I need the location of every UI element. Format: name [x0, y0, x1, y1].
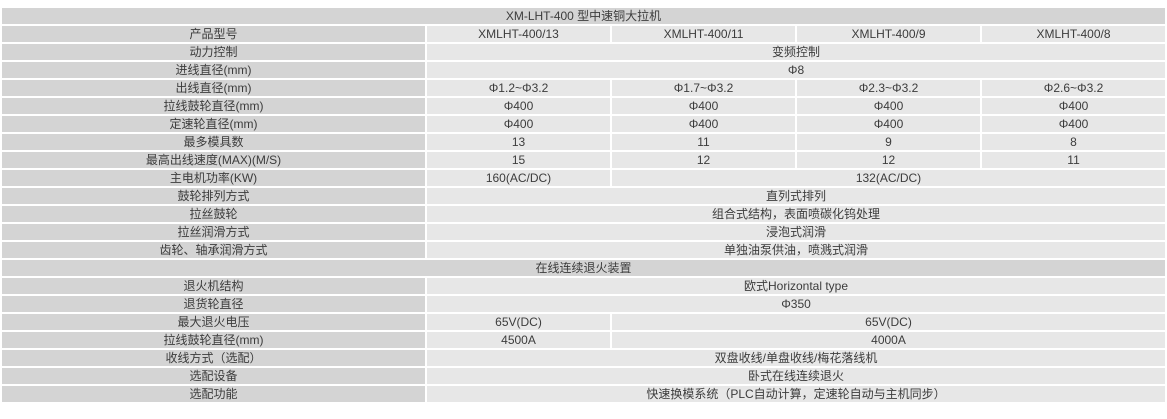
spec-value: Φ2.6~Φ3.2: [982, 80, 1166, 96]
spec-value: Φ1.7~Φ3.2: [612, 80, 795, 96]
row-label: 最多模具数: [2, 134, 425, 150]
spec-value: Φ400: [427, 116, 610, 132]
spec-value: 4500A: [427, 332, 610, 348]
table-row: 定速轮直径(mm) Φ400 Φ400 Φ400 Φ400: [2, 116, 1166, 132]
row-label: 拉丝鼓轮: [2, 206, 425, 222]
table-row: 产品型号 XMLHT-400/13 XMLHT-400/11 XMLHT-400/9 X…: [2, 26, 1166, 42]
table-row: 最大退火电压 65V(DC) 65V(DC): [2, 314, 1166, 330]
spec-value: 直列式排列: [427, 188, 1166, 204]
table-row: 进线直径(mm) Φ8: [2, 62, 1166, 78]
table-row: 选配功能 快速换模系统（PLC自动计算，定速轮自动与主机同步）: [2, 386, 1166, 402]
spec-value: XMLHT-400/9: [797, 26, 980, 42]
spec-value: Φ400: [982, 98, 1166, 114]
row-label: 最高出线速度(MAX)(M/S): [2, 152, 425, 168]
spec-value: 浸泡式润滑: [427, 224, 1166, 240]
table-row: 拉线鼓轮直径(mm) 4500A 4000A: [2, 332, 1166, 348]
row-label: 动力控制: [2, 44, 425, 60]
row-label: 鼓轮排列方式: [2, 188, 425, 204]
spec-value: 13: [427, 134, 610, 150]
spec-value: 快速换模系统（PLC自动计算，定速轮自动与主机同步）: [427, 386, 1166, 402]
row-label: 退货轮直径: [2, 296, 425, 312]
spec-value: 11: [612, 134, 795, 150]
spec-value: 12: [612, 152, 795, 168]
spec-value: Φ2.3~Φ3.2: [797, 80, 980, 96]
spec-value: Φ400: [797, 116, 980, 132]
row-label: 齿轮、轴承润滑方式: [2, 242, 425, 258]
table-row: 选配设备 卧式在线连续退火: [2, 368, 1166, 384]
spec-value: 65V(DC): [612, 314, 1166, 330]
table-row: 动力控制 变频控制: [2, 44, 1166, 60]
spec-value: 132(AC/DC): [612, 170, 1166, 186]
table-row: 拉丝鼓轮 组合式结构，表面喷碳化钨处理: [2, 206, 1166, 222]
spec-value: 卧式在线连续退火: [427, 368, 1166, 384]
row-label: 拉线鼓轮直径(mm): [2, 332, 425, 348]
row-label: 退火机结构: [2, 278, 425, 294]
spec-value: Φ1.2~Φ3.2: [427, 80, 610, 96]
spec-value: XMLHT-400/13: [427, 26, 610, 42]
row-label: 最大退火电压: [2, 314, 425, 330]
spec-table: XM-LHT-400 型中速铜大拉机 产品型号 XMLHT-400/13 XMLHT…: [0, 6, 1167, 404]
spec-value: 变频控制: [427, 44, 1166, 60]
table-row: 拉丝润滑方式 浸泡式润滑: [2, 224, 1166, 240]
spec-value: 8: [982, 134, 1166, 150]
spec-value: 组合式结构，表面喷碳化钨处理: [427, 206, 1166, 222]
table-row: 在线连续退火装置: [2, 260, 1166, 276]
row-label: 定速轮直径(mm): [2, 116, 425, 132]
table-row: 最多模具数 13 11 9 8: [2, 134, 1166, 150]
spec-value: 双盘收线/单盘收线/梅花落线机: [427, 350, 1166, 366]
spec-value: 4000A: [612, 332, 1166, 348]
row-label: 收线方式（选配）: [2, 350, 425, 366]
table-title-row: XM-LHT-400 型中速铜大拉机: [2, 8, 1166, 24]
table-row: 鼓轮排列方式 直列式排列: [2, 188, 1166, 204]
spec-value: XMLHT-400/11: [612, 26, 795, 42]
spec-value: 15: [427, 152, 610, 168]
spec-value: Φ8: [427, 62, 1166, 78]
spec-value: 160(AC/DC): [427, 170, 610, 186]
table-title: XM-LHT-400 型中速铜大拉机: [2, 8, 1166, 24]
spec-rows: 产品型号 XMLHT-400/13 XMLHT-400/11 XMLHT-400/9 X…: [2, 26, 1166, 402]
row-label: 选配设备: [2, 368, 425, 384]
section-header: 在线连续退火装置: [2, 260, 1166, 276]
spec-value: Φ400: [797, 98, 980, 114]
row-label: 出线直径(mm): [2, 80, 425, 96]
table-row: 主电机功率(KW) 160(AC/DC) 132(AC/DC): [2, 170, 1166, 186]
spec-value: Φ400: [612, 116, 795, 132]
spec-value: 9: [797, 134, 980, 150]
table-row: 拉线鼓轮直径(mm) Φ400 Φ400 Φ400 Φ400: [2, 98, 1166, 114]
spec-value: 12: [797, 152, 980, 168]
row-label: 产品型号: [2, 26, 425, 42]
spec-value: 65V(DC): [427, 314, 610, 330]
table-row: 收线方式（选配） 双盘收线/单盘收线/梅花落线机: [2, 350, 1166, 366]
spec-value: 欧式Horizontal type: [427, 278, 1166, 294]
spec-value: Φ400: [612, 98, 795, 114]
table-row: 退货轮直径 Φ350: [2, 296, 1166, 312]
spec-value: 11: [982, 152, 1166, 168]
spec-value: Φ400: [427, 98, 610, 114]
spec-value: Φ350: [427, 296, 1166, 312]
row-label: 进线直径(mm): [2, 62, 425, 78]
row-label: 选配功能: [2, 386, 425, 402]
row-label: 主电机功率(KW): [2, 170, 425, 186]
table-row: 退火机结构 欧式Horizontal type: [2, 278, 1166, 294]
table-row: 齿轮、轴承润滑方式 单独油泵供油，喷溅式润滑: [2, 242, 1166, 258]
table-row: 出线直径(mm) Φ1.2~Φ3.2 Φ1.7~Φ3.2 Φ2.3~Φ3.2 Φ2.6~…: [2, 80, 1166, 96]
spec-value: Φ400: [982, 116, 1166, 132]
row-label: 拉线鼓轮直径(mm): [2, 98, 425, 114]
table-row: 最高出线速度(MAX)(M/S) 15 12 12 11: [2, 152, 1166, 168]
row-label: 拉丝润滑方式: [2, 224, 425, 240]
spec-value: XMLHT-400/8: [982, 26, 1166, 42]
spec-value: 单独油泵供油，喷溅式润滑: [427, 242, 1166, 258]
